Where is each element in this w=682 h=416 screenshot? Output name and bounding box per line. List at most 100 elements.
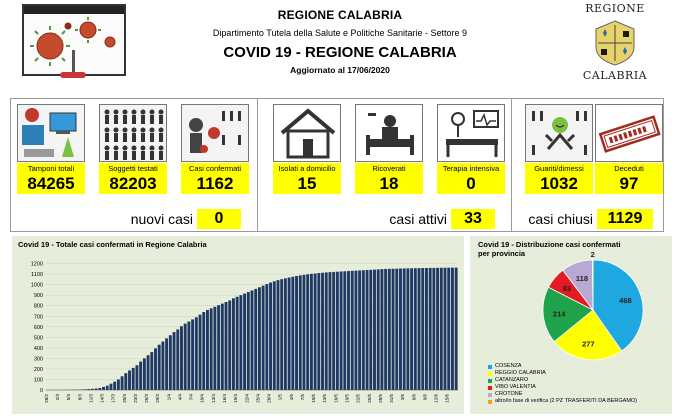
card-label: Soggetti testati [99,163,167,174]
bar [187,321,191,390]
closed-cases-label: casi chiusi [528,211,593,227]
legend-swatch [488,364,492,369]
bar [276,280,280,390]
bar [439,267,443,390]
bar [376,269,380,390]
x-tick-label: 6/6 [411,394,416,401]
x-tick-label: 2/3 [55,394,60,401]
hospital-bed-icon [355,104,423,162]
bar [224,302,228,390]
bar [335,271,339,390]
x-tick-label: 9/6 [422,394,427,401]
card-value: 15 [273,174,341,194]
x-tick-label: 19/4 [233,394,238,403]
bar [105,385,109,390]
new-cases-label: nuovi casi [130,211,193,227]
bar [280,279,284,390]
legend-label: CATANZARO [495,377,529,383]
x-tick-label: 13/5 [322,394,327,403]
x-tick-label: 1/4 [166,394,171,401]
y-tick-label: 300 [34,356,43,362]
bar [217,305,221,390]
y-tick-label: 1100 [31,272,43,278]
page-title: COVID 19 - REGIONE CALABRIA [223,44,457,61]
bar [380,269,384,390]
bar [239,295,243,390]
bar [231,298,235,390]
legend-item: altro/in fase di verifica (2 PZ TRASFERI… [488,398,637,405]
x-tick-label: 12/6 [434,394,439,403]
bar [410,268,414,390]
card-label: Tamponi totali [17,163,85,174]
x-tick-label: 20/3 [122,394,127,403]
bar-chart-panel: 0 100 200 300 400 500 600 700 800 900 1000 1100 1200… [12,236,464,414]
section-divider [511,99,512,231]
deceased-stamp-icon [595,104,663,162]
bar-series [46,267,458,390]
bar [142,358,146,390]
card-label: Isolati a domicilio [273,163,341,174]
bar [347,271,350,390]
bar [384,268,388,390]
card-deceduti: Deceduti 97 [595,104,663,194]
pie-slice [542,286,594,343]
bar [339,271,343,390]
crest-word-top: REGIONE [585,2,645,15]
card-guariti: Guariti/dimessi 1032 [525,104,593,194]
bar [257,287,261,390]
x-tick-label: 13/4 [211,394,216,403]
card-value: 1032 [525,174,593,194]
bar [354,270,358,390]
bar [220,303,224,390]
intensive-care-icon [437,104,505,162]
bar [191,319,195,390]
card-tamponi: Tamponi totali 84265 [17,104,85,194]
bar [94,388,98,390]
x-tick-label: 26/3 [144,394,149,403]
x-tick-label: 7/4 [189,394,194,401]
bar [321,272,324,390]
bar [154,348,157,390]
legend-swatch [488,399,492,404]
recovered-icon [525,104,593,162]
active-cases-value: 33 [451,209,495,229]
pie-data-label: 468 [619,296,632,305]
region-crest: REGIONE CALABRIA [560,2,670,84]
card-confermati: Casi confermati 1162 [181,104,249,194]
card-value: 0 [437,174,505,194]
y-tick-label: 900 [34,293,43,299]
pie-data-label: 277 [582,340,595,349]
pie-slice [592,259,594,311]
x-tick-label: 22/4 [244,394,249,403]
bar [228,300,232,390]
bar [120,376,124,390]
bar [417,268,421,390]
bar [391,268,395,390]
card-isolati: Isolati a domicilio 15 [273,104,341,194]
legend-label: CROTONE [495,391,523,397]
bar [124,373,128,390]
bar [135,365,139,390]
legend-swatch [488,378,492,383]
bar [168,335,172,390]
card-value: 84265 [17,174,85,194]
crest-word-bottom: CALABRIA [582,69,648,82]
bar [272,281,276,390]
card-value: 1162 [181,174,249,194]
bar [243,293,247,390]
bar [361,270,365,390]
pie-chart-panel: 468 277 214 83 118 2 Covid 19 - Distribuzione… [470,236,672,414]
header: REGIONE CALABRIA Dipartimento Tutela del… [170,8,510,75]
bar [350,270,354,390]
bar [395,268,399,390]
x-tick-label: 28/4 [267,394,272,403]
x-tick-label: 16/4 [222,394,227,403]
logo-frame-bar [24,6,124,14]
bar [261,285,265,390]
bar [450,267,454,390]
bar [399,268,402,390]
bar [172,332,176,390]
bar [176,329,180,390]
bar [98,387,102,390]
card-label: Terapia intensiva [437,163,505,174]
